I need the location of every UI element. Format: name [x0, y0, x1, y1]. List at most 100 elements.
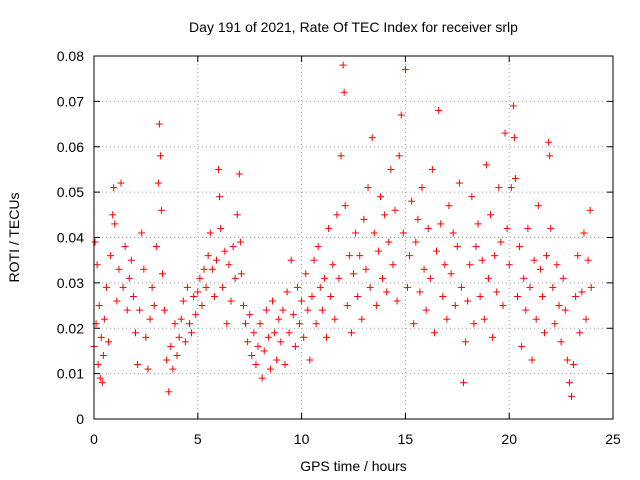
data-point	[188, 329, 196, 337]
data-point	[447, 270, 455, 278]
data-point	[474, 220, 482, 228]
data-point	[587, 283, 595, 291]
data-point	[181, 338, 189, 346]
data-point	[325, 224, 333, 232]
data-point	[435, 106, 443, 114]
data-point	[403, 283, 411, 291]
data-point	[343, 302, 351, 310]
data-point	[323, 333, 331, 341]
data-point	[347, 329, 355, 337]
data-point	[545, 138, 553, 146]
data-point	[412, 238, 420, 246]
data-point	[171, 320, 179, 328]
data-point	[341, 202, 349, 210]
data-point	[510, 134, 518, 142]
data-point	[433, 247, 441, 255]
data-point	[364, 184, 372, 192]
data-point	[329, 261, 337, 269]
y-tick-label: 0.05	[57, 184, 84, 200]
data-point	[159, 270, 167, 278]
data-point	[570, 361, 578, 369]
data-point	[165, 388, 173, 396]
data-point	[289, 311, 297, 319]
data-point	[499, 302, 507, 310]
data-point	[462, 338, 470, 346]
data-point	[376, 193, 384, 201]
data-point	[312, 320, 320, 328]
data-point	[113, 297, 121, 305]
data-point	[408, 197, 416, 205]
data-point	[453, 243, 461, 251]
data-point	[233, 211, 241, 219]
data-point	[368, 134, 376, 142]
data-point	[497, 238, 505, 246]
data-point	[489, 333, 497, 341]
data-point	[493, 288, 501, 296]
y-tick-label: 0.03	[57, 275, 84, 291]
data-point	[316, 283, 324, 291]
data-point	[422, 306, 430, 314]
data-point	[484, 274, 492, 282]
data-point	[514, 292, 522, 300]
x-tick-label: 0	[90, 431, 98, 447]
data-point	[98, 379, 106, 387]
y-tick-label: 0	[76, 411, 84, 427]
data-point	[572, 292, 580, 300]
data-point	[524, 224, 532, 232]
data-point	[586, 206, 594, 214]
data-point	[134, 361, 142, 369]
data-point	[94, 361, 102, 369]
data-point	[235, 170, 243, 178]
data-point	[183, 283, 191, 291]
data-point	[136, 306, 144, 314]
data-point	[495, 184, 503, 192]
data-point	[534, 202, 542, 210]
data-point	[428, 165, 436, 173]
data-point	[163, 356, 171, 364]
data-point	[340, 88, 348, 96]
data-point	[379, 274, 387, 282]
data-point	[516, 243, 524, 251]
data-point	[285, 329, 293, 337]
data-point	[123, 306, 131, 314]
data-point	[472, 243, 480, 251]
data-point	[110, 184, 118, 192]
data-point	[99, 351, 107, 359]
data-point	[127, 256, 135, 264]
data-point	[287, 256, 295, 264]
data-point	[304, 306, 312, 314]
data-point	[561, 306, 569, 314]
data-point	[242, 320, 250, 328]
data-point	[385, 238, 393, 246]
data-point	[352, 229, 360, 237]
data-point	[345, 252, 353, 260]
data-point	[578, 288, 586, 296]
data-point	[107, 252, 115, 260]
data-point	[366, 283, 374, 291]
data-point	[530, 256, 538, 264]
grid-layer	[94, 56, 613, 419]
data-point	[283, 288, 291, 296]
data-point	[100, 315, 108, 323]
data-point	[190, 292, 198, 300]
data-point	[117, 179, 125, 187]
data-point	[248, 351, 256, 359]
data-point	[383, 288, 391, 296]
data-point	[387, 165, 395, 173]
data-points	[90, 61, 595, 400]
data-point	[528, 356, 536, 364]
data-point	[460, 379, 468, 387]
data-point	[399, 229, 407, 237]
data-point	[410, 320, 418, 328]
data-point	[308, 292, 316, 300]
data-point	[142, 333, 150, 341]
data-point	[91, 238, 99, 246]
data-point	[574, 252, 582, 260]
data-point	[109, 211, 117, 219]
data-point	[269, 297, 277, 305]
data-point	[192, 311, 200, 319]
data-point	[505, 261, 513, 269]
data-point	[262, 306, 270, 314]
y-tick-label: 0.08	[57, 48, 84, 64]
data-point	[291, 342, 299, 350]
